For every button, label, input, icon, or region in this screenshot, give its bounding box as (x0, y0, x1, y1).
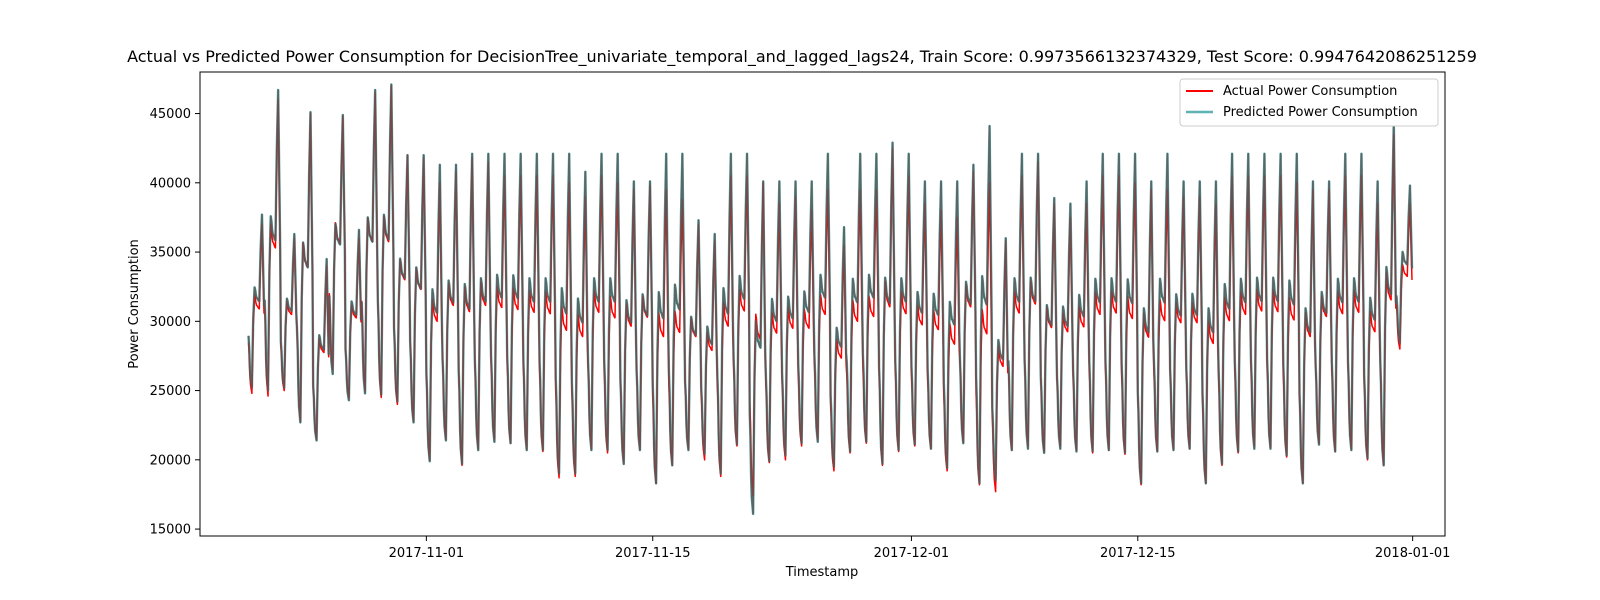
series-overlap-line (247, 83, 1413, 515)
y-tick-label: 35000 (150, 246, 191, 261)
y-axis: 15000 20000 25000 30000 35000 40000 45000 (150, 107, 200, 538)
legend-entry-actual: Actual Power Consumption (1223, 84, 1397, 99)
y-tick-label: 25000 (150, 384, 191, 399)
legend-entry-predicted: Predicted Power Consumption (1223, 105, 1418, 120)
chart-title: Actual vs Predicted Power Consumption fo… (127, 47, 1477, 67)
x-tick-label: 2017-12-15 (1100, 546, 1176, 561)
plot-area (199, 71, 1446, 537)
y-tick-label: 20000 (150, 453, 191, 468)
y-tick-label: 45000 (150, 107, 191, 122)
plot-frame (199, 71, 1446, 537)
x-tick-label: 2017-11-15 (615, 546, 691, 561)
x-tick-label: 2017-11-01 (389, 546, 465, 561)
x-axis: 2017-11-01 2017-11-15 2017-12-01 2017-12-15… (389, 536, 1451, 561)
x-axis-label: Timestamp (785, 565, 859, 580)
y-axis-label: Power Consumption (127, 239, 142, 369)
x-tick-label: 2017-12-01 (874, 546, 950, 561)
legend-box (1179, 78, 1439, 127)
x-tick-label: 2018-01-01 (1375, 546, 1451, 561)
y-tick-label: 40000 (150, 176, 191, 191)
legend: Actual Power Consumption Predicted Power… (1179, 78, 1439, 127)
y-tick-label: 15000 (150, 523, 191, 538)
series-layer (247, 83, 1414, 516)
y-tick-label: 30000 (150, 315, 191, 330)
